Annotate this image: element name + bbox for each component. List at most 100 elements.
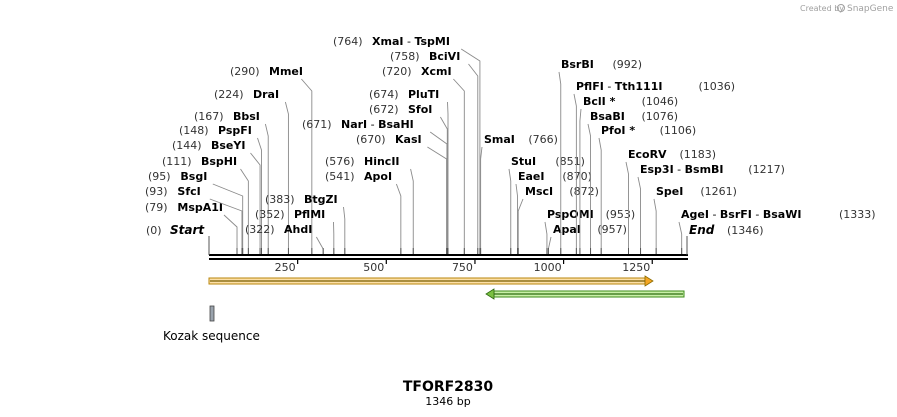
- site-connector-line: [678, 221, 683, 254]
- site-position: (148): [179, 124, 209, 137]
- site-drai: (224) DraI: [214, 88, 289, 255]
- site-position: (957): [597, 223, 627, 236]
- site-position: (167): [194, 110, 224, 123]
- site-xcmi: (720) XcmI: [382, 65, 465, 255]
- site-bsgi: (95) BsgI: [148, 170, 244, 255]
- feature-kozak: Kozak sequence: [163, 305, 260, 343]
- site-enzyme-part: BsgI: [180, 170, 207, 183]
- site-smai: SmaI (766): [480, 133, 558, 255]
- site-enzyme-part: PflMI: [294, 208, 325, 221]
- ruler-label: 500: [363, 261, 384, 274]
- site-enzyme-name: BbsI: [233, 110, 260, 123]
- site-xmai-tspmi: (764) XmaI - TspMI: [333, 35, 481, 255]
- site-bsphi: (111) BspHI: [162, 155, 249, 255]
- site-enzyme-name: NarI - BsaHI: [341, 118, 414, 131]
- site-position: (1183): [680, 148, 717, 161]
- kozak-label: Kozak sequence: [163, 329, 260, 343]
- credit-brand: SnapGene: [847, 4, 894, 14]
- site-connector-line: [637, 176, 641, 254]
- site-enzyme-name: BsaBI: [590, 110, 625, 123]
- site-enzyme-part: MmeI: [269, 65, 303, 78]
- start-position: (0): [146, 224, 162, 237]
- site-enzyme-part: XcmI: [421, 65, 452, 78]
- site-enzyme-name: MspA1I: [177, 201, 223, 214]
- site-separator: -: [604, 80, 615, 93]
- site-enzyme-part: BciVI: [429, 50, 460, 63]
- site-connector-line: [212, 183, 244, 254]
- site-position: (851): [555, 155, 585, 168]
- site-position: (1046): [642, 95, 679, 108]
- site-enzyme-name: StuI: [511, 155, 536, 168]
- site-bbsi: (167) BbsI: [194, 110, 269, 255]
- site-connector-line: [544, 221, 548, 254]
- site-connector-line: [480, 146, 483, 254]
- site-enzyme-name: BspHI: [201, 155, 237, 168]
- end-marker: End (1346): [686, 223, 764, 255]
- site-position: (1076): [642, 110, 679, 123]
- site-esp3i-bsmbi: Esp3I - BsmBI (1217): [637, 163, 785, 255]
- site-enzyme-name: XcmI: [421, 65, 452, 78]
- site-enzyme-name: BsgI: [180, 170, 207, 183]
- site-enzyme-part: SpeI: [656, 185, 683, 198]
- site-ecorv: EcoRV (1183): [625, 148, 717, 255]
- site-connector-line: [558, 71, 562, 254]
- site-enzyme-name: PspOMI: [547, 208, 594, 221]
- site-connector-line: [468, 63, 479, 254]
- site-position: (870): [562, 170, 592, 183]
- site-enzyme-part: BsrBI: [561, 58, 594, 71]
- site-separator: -: [403, 35, 414, 48]
- site-bsrbi: BsrBI (992): [558, 58, 643, 255]
- site-enzyme-name: MmeI: [269, 65, 303, 78]
- site-position: (383): [265, 193, 295, 206]
- site-enzyme-name: SmaI: [484, 133, 515, 146]
- site-enzyme-part: KasI: [395, 133, 422, 146]
- site-enzyme-part: BclI *: [583, 95, 616, 108]
- restriction-sites: (79) MspA1I(93) SfcI(95) BsgI(111) BspHI(144…: [145, 35, 876, 255]
- site-hincii: (576) HincII: [325, 155, 414, 255]
- site-position: (1261): [700, 185, 737, 198]
- site-position: (872): [569, 185, 599, 198]
- site-apoi: (541) ApoI: [325, 170, 402, 255]
- site-stui: StuI (851): [508, 155, 585, 255]
- site-enzyme-name: SfoI: [408, 103, 432, 116]
- site-position: (671): [302, 118, 332, 131]
- site-position: (1333): [839, 208, 876, 221]
- site-sfci: (93) SfcI: [145, 185, 243, 255]
- site-separator: -: [709, 208, 720, 221]
- site-connector-line: [460, 48, 481, 254]
- site-bseyi: (144) BseYI: [172, 139, 261, 255]
- site-enzyme-part: EcoRV: [628, 148, 667, 161]
- site-enzyme-name: PflFI - Tth111I: [576, 80, 662, 93]
- site-enzyme-name: ApaI: [553, 223, 581, 236]
- site-enzyme-name: ApoI: [364, 170, 392, 183]
- feature-reverse-orf: [485, 288, 685, 300]
- site-enzyme-part: BseYI: [211, 139, 245, 152]
- feature-forward-orf: [208, 275, 654, 287]
- site-enzyme-part: SfoI: [408, 103, 432, 116]
- site-position: (672): [369, 103, 399, 116]
- site-position: (992): [613, 58, 643, 71]
- site-enzyme-part: XmaI: [372, 35, 403, 48]
- site-pspfi: (148) PspFI: [179, 124, 262, 255]
- site-enzyme-part: Esp3I: [640, 163, 674, 176]
- ruler: 250 500 750 1000 1250: [275, 259, 653, 274]
- site-enzyme-part: BsrFI: [720, 208, 752, 221]
- site-connector-line: [453, 78, 465, 254]
- site-pflfi-tth111i: PflFI - Tth111I (1036): [573, 80, 735, 255]
- site-enzyme-part: PflFI: [576, 80, 604, 93]
- site-connector-line: [410, 168, 414, 254]
- site-separator: -: [367, 118, 378, 131]
- site-enzyme-name: BciVI: [429, 50, 460, 63]
- site-enzyme-part: MscI: [525, 185, 553, 198]
- site-enzyme-name: BseYI: [211, 139, 245, 152]
- site-enzyme-part: BsaBI: [590, 110, 625, 123]
- site-enzyme-name: EaeI: [518, 170, 545, 183]
- site-connector-line: [440, 116, 448, 254]
- site-connector-line: [508, 168, 512, 254]
- site-enzyme-part: PspOMI: [547, 208, 594, 221]
- site-mmei: (290) MmeI: [230, 65, 313, 255]
- site-enzyme-part: BsmBI: [685, 163, 724, 176]
- site-enzyme-name: BsrBI: [561, 58, 594, 71]
- site-position: (95): [148, 170, 171, 183]
- site-enzyme-name: BtgZI: [304, 193, 338, 206]
